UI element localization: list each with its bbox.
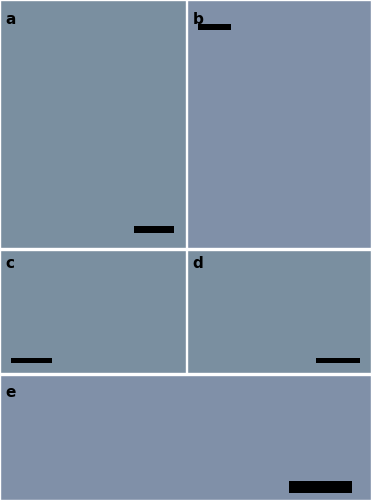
Text: c: c [6, 256, 14, 271]
Text: d: d [193, 256, 204, 271]
Text: e: e [6, 385, 16, 400]
Text: b: b [193, 12, 204, 28]
Text: a: a [6, 12, 16, 28]
